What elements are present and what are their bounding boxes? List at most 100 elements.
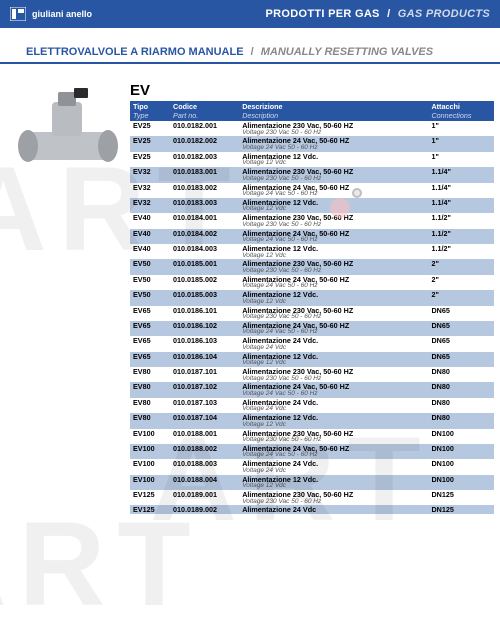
cell-tipo: EV50 xyxy=(130,290,170,305)
cell-conn: 1.1/4" xyxy=(428,183,494,198)
cell-desc: Alimentazione 230 Vac, 50-60 HZVoltage 2… xyxy=(239,306,428,321)
cell-desc: Alimentazione 24 Vac, 50-60 HZVoltage 24… xyxy=(239,321,428,336)
cell-code: 010.0189.002 xyxy=(170,505,239,514)
cell-desc: Alimentazione 230 Vac, 50-60 HZVoltage 2… xyxy=(239,429,428,444)
cell-conn: DN65 xyxy=(428,336,494,351)
cell-tipo: EV100 xyxy=(130,475,170,490)
desc-it: Alimentazione 24 Vdc xyxy=(242,506,425,514)
cell-code: 010.0188.002 xyxy=(170,444,239,459)
topbar-title-it: PRODOTTI PER GAS xyxy=(266,8,380,20)
desc-en: Voltage 24 Vac 50 - 60 Hz xyxy=(242,329,425,336)
cell-desc: Alimentazione 24 Vdc.Voltage 24 Vdc xyxy=(239,398,428,413)
cell-tipo: EV65 xyxy=(130,321,170,336)
cell-conn: DN100 xyxy=(428,444,494,459)
cell-tipo: EV40 xyxy=(130,229,170,244)
cell-code: 010.0187.104 xyxy=(170,413,239,428)
desc-en: Voltage 24 Vac 50 - 60 Hz xyxy=(242,452,425,459)
cell-desc: Alimentazione 230 Vac, 50-60 HZVoltage 2… xyxy=(239,213,428,228)
table-row: EV32010.0183.002Alimentazione 24 Vac, 50… xyxy=(130,183,494,198)
cell-tipo: EV25 xyxy=(130,136,170,151)
cell-conn: DN65 xyxy=(428,352,494,367)
table-row: EV50010.0185.003Alimentazione 12 Vdc.Vol… xyxy=(130,290,494,305)
table-row: EV25010.0182.003Alimentazione 12 Vdc.Vol… xyxy=(130,152,494,167)
cell-code: 010.0185.002 xyxy=(170,275,239,290)
cell-code: 010.0186.104 xyxy=(170,352,239,367)
cell-code: 010.0182.002 xyxy=(170,136,239,151)
cell-desc: Alimentazione 12 Vdc.Voltage 12 Vdc xyxy=(239,475,428,490)
cell-desc: Alimentazione 24 Vac, 50-60 HZVoltage 24… xyxy=(239,183,428,198)
desc-en: Voltage 12 Vdc xyxy=(242,422,425,429)
cell-tipo: EV25 xyxy=(130,121,170,136)
cell-tipo: EV100 xyxy=(130,459,170,474)
desc-en: Voltage 230 Vac 50 - 60 Hz xyxy=(242,222,425,229)
cell-tipo: EV32 xyxy=(130,198,170,213)
brand-logo: giuliani anello xyxy=(10,7,92,21)
valve-icon xyxy=(12,82,122,182)
cell-code: 010.0183.001 xyxy=(170,167,239,182)
desc-en: Voltage 230 Vac 50 - 60 Hz xyxy=(242,176,425,183)
cell-code: 010.0186.102 xyxy=(170,321,239,336)
cell-desc: Alimentazione 230 Vac, 50-60 HZVoltage 2… xyxy=(239,121,428,136)
cell-code: 010.0186.101 xyxy=(170,306,239,321)
table-row: EV65010.0186.102Alimentazione 24 Vac, 50… xyxy=(130,321,494,336)
cell-desc: Alimentazione 24 Vdc.Voltage 24 Vdc xyxy=(239,336,428,351)
table-row: EV125010.0189.002Alimentazione 24 VdcDN1… xyxy=(130,505,494,514)
desc-en: Voltage 24 Vac 50 - 60 Hz xyxy=(242,283,425,290)
col-header-it: Descrizione xyxy=(242,102,425,111)
cell-code: 010.0183.002 xyxy=(170,183,239,198)
cell-conn: 1" xyxy=(428,136,494,151)
separator: / xyxy=(387,8,390,20)
table-row: EV25010.0182.001Alimentazione 230 Vac, 5… xyxy=(130,121,494,136)
cell-desc: Alimentazione 12 Vdc.Voltage 12 Vdc xyxy=(239,152,428,167)
cell-code: 010.0182.001 xyxy=(170,121,239,136)
cell-conn: 1.1/2" xyxy=(428,229,494,244)
cell-tipo: EV40 xyxy=(130,213,170,228)
cell-code: 010.0188.001 xyxy=(170,429,239,444)
cell-tipo: EV125 xyxy=(130,490,170,505)
desc-en: Voltage 230 Vac 50 - 60 Hz xyxy=(242,437,425,444)
cell-conn: 2" xyxy=(428,275,494,290)
cell-code: 010.0188.003 xyxy=(170,459,239,474)
table-row: EV65010.0186.104Alimentazione 12 Vdc.Vol… xyxy=(130,352,494,367)
desc-en: Voltage 12 Vdc xyxy=(242,299,425,306)
cell-desc: Alimentazione 230 Vac, 50-60 HZVoltage 2… xyxy=(239,490,428,505)
cell-code: 010.0189.001 xyxy=(170,490,239,505)
cell-conn: DN100 xyxy=(428,459,494,474)
watermark: ART xyxy=(0,495,203,633)
cell-desc: Alimentazione 24 Vac, 50-60 HZVoltage 24… xyxy=(239,275,428,290)
topbar-title: PRODOTTI PER GAS / GAS PRODUCTS xyxy=(266,8,491,20)
col-header-tipo: Tipo Type xyxy=(130,101,170,121)
cell-desc: Alimentazione 24 Vac, 50-60 HZVoltage 24… xyxy=(239,229,428,244)
cell-tipo: EV50 xyxy=(130,275,170,290)
cell-conn: 1.1/2" xyxy=(428,213,494,228)
cell-conn: 2" xyxy=(428,290,494,305)
cell-tipo: EV65 xyxy=(130,306,170,321)
table-row: EV40010.0184.002Alimentazione 24 Vac, 50… xyxy=(130,229,494,244)
cell-desc: Alimentazione 230 Vac, 50-60 HZVoltage 2… xyxy=(239,367,428,382)
cell-tipo: EV80 xyxy=(130,382,170,397)
table-row: EV80010.0187.101Alimentazione 230 Vac, 5… xyxy=(130,367,494,382)
table-row: EV65010.0186.103Alimentazione 24 Vdc.Vol… xyxy=(130,336,494,351)
desc-en: Voltage 24 Vdc xyxy=(242,406,425,413)
desc-en: Voltage 24 Vdc xyxy=(242,345,425,352)
cell-conn: 1.1/4" xyxy=(428,167,494,182)
cell-tipo: EV25 xyxy=(130,152,170,167)
cell-conn: DN100 xyxy=(428,475,494,490)
cell-desc: Alimentazione 24 Vac, 50-60 HZVoltage 24… xyxy=(239,382,428,397)
table-row: EV32010.0183.001Alimentazione 230 Vac, 5… xyxy=(130,167,494,182)
col-header-it: Tipo xyxy=(133,102,167,111)
cell-code: 010.0184.002 xyxy=(170,229,239,244)
cell-tipo: EV100 xyxy=(130,444,170,459)
col-header-it: Codice xyxy=(173,102,236,111)
table-row: EV80010.0187.102Alimentazione 24 Vac, 50… xyxy=(130,382,494,397)
cell-desc: Alimentazione 12 Vdc.Voltage 12 Vdc xyxy=(239,244,428,259)
desc-en: Voltage 24 Vac 50 - 60 Hz xyxy=(242,145,425,152)
col-header-en: Type xyxy=(133,111,167,120)
cell-code: 010.0187.102 xyxy=(170,382,239,397)
section-title-it: ELETTROVALVOLE A RIARMO MANUALE xyxy=(26,46,244,58)
desc-en: Voltage 12 Vdc xyxy=(242,360,425,367)
cell-desc: Alimentazione 12 Vdc.Voltage 12 Vdc xyxy=(239,352,428,367)
cell-code: 010.0185.001 xyxy=(170,259,239,274)
cell-conn: DN80 xyxy=(428,413,494,428)
table-row: EV40010.0184.003Alimentazione 12 Vdc.Vol… xyxy=(130,244,494,259)
